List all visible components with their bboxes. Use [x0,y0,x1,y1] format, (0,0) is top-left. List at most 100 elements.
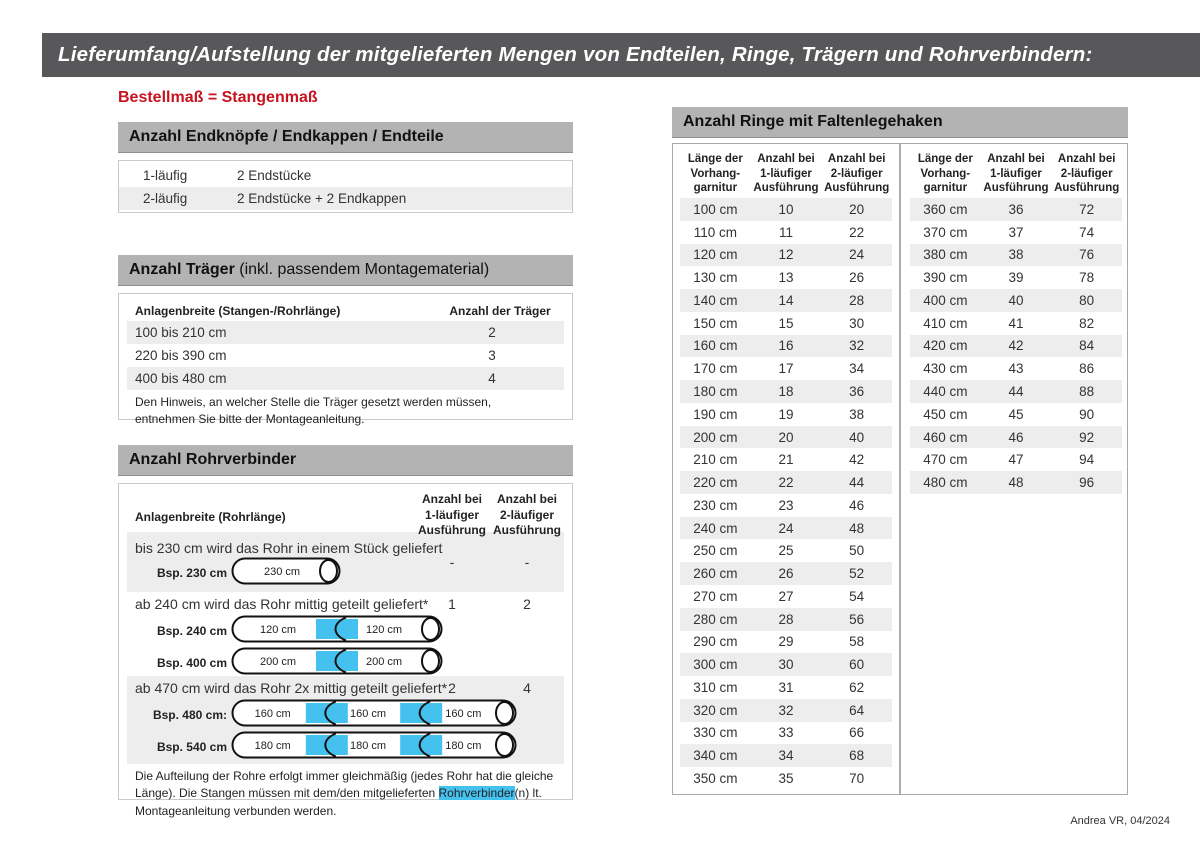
document-footer: Andrea VR, 04/2024 [1070,815,1170,827]
cell-one-run: 18 [778,384,794,399]
value-two-run: 2 [523,596,531,612]
cell-one-run: 48 [1008,475,1024,491]
cell-two-run: 46 [849,497,865,513]
cell-one-run: 29 [778,634,794,650]
cell-two-run: 62 [849,679,865,695]
rod-example-row: Bsp. 230 cm 230 cm [145,557,341,588]
row-range: 400 bis 480 cm [135,371,227,386]
cell-length: 360 cm [923,201,968,217]
cell-length: 420 cm [923,338,968,354]
cell-one-run: 23 [778,497,794,513]
cell-length: 240 cm [693,520,738,536]
rod-diagram: 120 cm 120 cm [231,615,443,642]
section-header-ringe: Anzahl Ringe mit Faltenlegehaken [672,107,1128,138]
svg-text:200 cm: 200 cm [366,656,402,668]
table-row: 410 cm 41 82 [910,312,1122,335]
cell-two-run: 52 [849,566,865,582]
table-row: 290 cm 29 58 [680,631,892,654]
svg-text:230 cm: 230 cm [264,566,300,578]
rohrverbinder-note: Die Aufteilung der Rohre erfolgt immer g… [135,768,567,820]
cell-one-run: 43 [1008,361,1024,377]
rod-diagram: 180 cm 180 cm 180 cm [231,731,517,758]
cell-two-run: 28 [849,292,865,308]
section-title-traeger: Anzahl Träger (inkl. passendem Montagema… [129,261,490,278]
cell-two-run: 90 [1079,406,1095,422]
svg-text:120 cm: 120 cm [366,624,402,636]
subtitle-bestellmass: Bestellmaß = Stangenmaß [118,89,318,106]
cell-one-run: 19 [778,406,794,422]
rod-diagram: 200 cm 200 cm [231,647,443,674]
rod-svg: 200 cm 200 cm [231,646,443,681]
cell-two-run: 30 [849,315,865,331]
cell-two-run: 74 [1079,224,1095,240]
section-title-rohrverbinder: Anzahl Rohrverbinder [129,451,297,468]
cell-length: 190 cm [693,406,738,422]
cell-two-run: 34 [849,361,865,377]
rod-svg: 180 cm 180 cm 180 cm [231,730,517,765]
table-row: 430 cm 43 86 [910,357,1122,380]
cell-length: 220 cm [693,475,738,491]
cell-two-run: 84 [1079,338,1095,354]
table-row: 100 bis 210 cm 2 [127,321,564,344]
table-row: 250 cm 25 50 [680,539,892,562]
rod-svg: 160 cm 160 cm 160 cm [231,698,517,733]
cell-length: 440 cm [923,384,968,399]
row-count: 4 [488,371,496,386]
cell-length: 100 cm [693,201,738,217]
cell-one-run: 37 [1008,224,1024,240]
cell-one-run: 25 [778,543,794,559]
cell-length: 330 cm [693,725,738,741]
note-highlight: Rohrverbinder [438,786,515,801]
value-two-run: - [524,554,530,570]
cell-two-run: 56 [849,611,865,627]
table-row: 420 cm 42 84 [910,334,1122,358]
cell-two-run: 32 [849,338,865,354]
cell-length: 340 cm [693,748,738,764]
cell-length: 400 cm [923,292,968,308]
svg-text:200 cm: 200 cm [260,656,296,668]
cell-length: 430 cm [923,361,968,377]
cell-one-run: 16 [778,338,794,354]
table-row: 480 cm 48 96 [910,471,1122,494]
cell-length: 460 cm [923,429,968,445]
cell-two-run: 68 [849,748,865,764]
cell-length: 120 cm [693,247,738,263]
cell-one-run: 13 [778,270,794,286]
cell-length: 210 cm [693,452,738,468]
table-row: 440 cm 44 88 [910,380,1122,403]
table-row: 2-läufig 2 Endstücke + 2 Endkappen [119,187,572,210]
rings-table-header: Länge der Vorhang- garnitur Anzahl bei 1-… [680,152,892,198]
cell-length: 250 cm [693,543,738,559]
rod-example-label: Bsp. 240 cm [156,624,227,638]
cell-one-run: 28 [778,611,794,627]
cell-one-run: 38 [1008,247,1024,263]
rod-example-row: Bsp. 400 cm 200 cm 200 cm [145,646,443,681]
svg-text:120 cm: 120 cm [260,624,296,636]
cell-one-run: 24 [778,520,794,536]
cell-length: 150 cm [693,315,738,331]
traeger-col-width: Anlagenbreite (Stangen-/Rohrlänge) [135,304,341,318]
cell-one-run: 20 [778,429,794,445]
col-two-run: Anzahl bei 2-läufiger Ausführung [1054,153,1120,195]
cell-length: 290 cm [693,634,738,650]
rod-example-label: Bsp. 230 cm [156,566,227,580]
table-row: 110 cm 11 22 [680,221,892,244]
table-row: 470 cm 47 94 [910,448,1122,471]
value-one-run: 1 [448,596,456,612]
section-header-rohrverbinder: Anzahl Rohrverbinder [118,445,573,476]
rod-rule-text: ab 470 cm wird das Rohr 2x mittig geteil… [135,680,448,696]
row-range: 220 bis 390 cm [135,348,227,363]
cell-one-run: 45 [1008,406,1024,422]
col-length: Länge der Vorhang- garnitur [687,153,743,195]
cell-two-run: 20 [849,201,865,217]
cell-two-run: 88 [1079,384,1095,399]
table-row: 300 cm 30 60 [680,653,892,677]
cell-two-run: 86 [1079,361,1095,377]
cell-length: 280 cm [693,611,738,627]
row-value: 2 Endstücke [237,168,312,183]
table-row: 140 cm 14 28 [680,289,892,312]
row-count: 2 [488,325,496,340]
col-one-run: Anzahl bei 1-läufiger Ausführung [753,153,819,195]
cell-two-run: 36 [849,384,865,399]
table-row: 210 cm 21 42 [680,448,892,471]
